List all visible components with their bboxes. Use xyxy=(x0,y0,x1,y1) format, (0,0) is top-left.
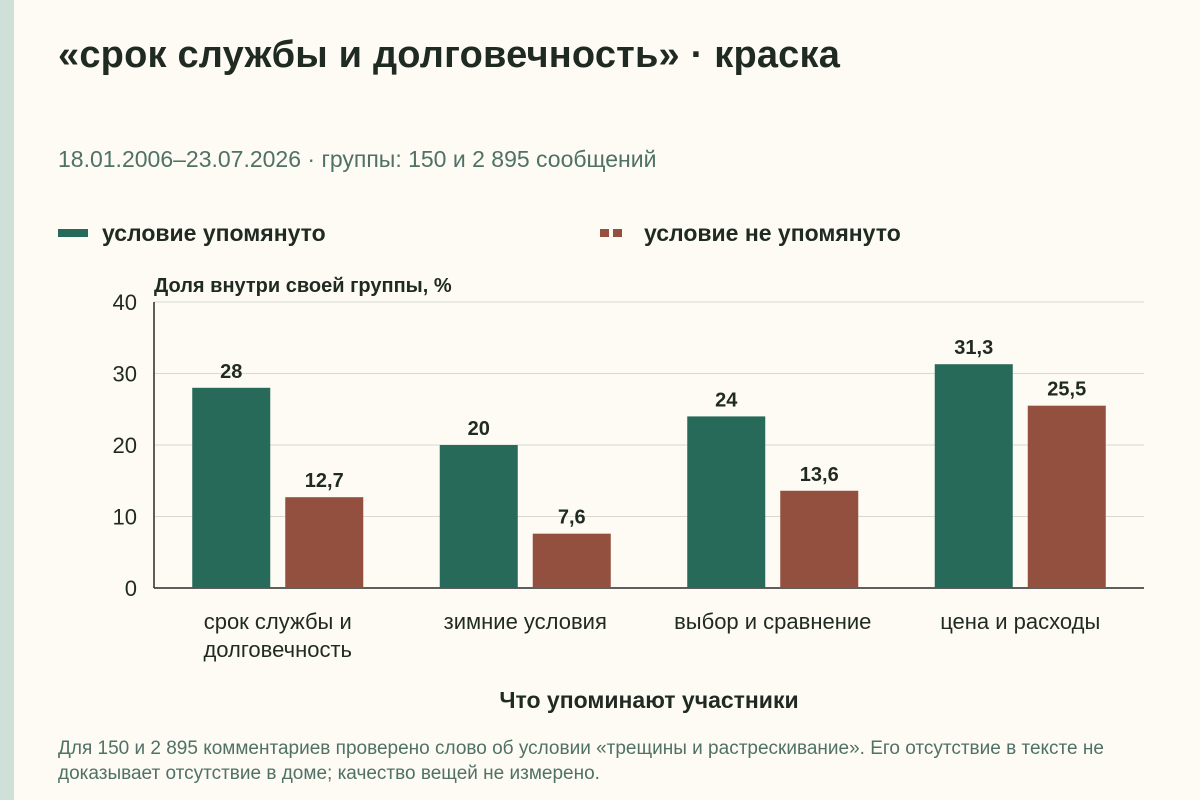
x-axis-title: Что упоминают участники xyxy=(499,687,798,713)
bar-not-mentioned xyxy=(1027,405,1106,588)
bar-mentioned xyxy=(439,445,518,588)
bar-mentioned xyxy=(934,364,1013,588)
bar-mentioned xyxy=(192,387,271,588)
y-tick-label: 0 xyxy=(125,576,137,601)
x-tick-label: цена и расходы xyxy=(940,609,1100,634)
bar-value-label: 31,3 xyxy=(954,337,993,359)
bar-value-label: 7,6 xyxy=(558,507,586,529)
x-tick-label: срок службы и xyxy=(204,609,352,634)
bar-not-mentioned xyxy=(532,533,611,588)
x-tick-label: выбор и сравнение xyxy=(674,609,871,634)
bar-value-label: 12,7 xyxy=(305,470,344,492)
legend-label-mentioned: условие упомянуто xyxy=(102,219,326,246)
x-tick-label: зимние условия xyxy=(444,609,607,634)
bar-value-label: 20 xyxy=(468,418,490,440)
left-accent-strip xyxy=(0,0,14,800)
chart-title: «срок службы и долговечность» · краска xyxy=(58,34,841,76)
y-tick-label: 30 xyxy=(113,362,137,387)
chart-subtitle: 18.01.2006–23.07.2026 · группы: 150 и 2 … xyxy=(58,146,657,172)
bar-not-mentioned xyxy=(285,497,364,588)
legend-swatch-not-mentioned xyxy=(600,229,630,237)
bar-value-label: 24 xyxy=(715,389,738,411)
y-tick-label: 40 xyxy=(113,290,137,315)
legend-item-mentioned: условие упомянуто xyxy=(58,218,326,248)
legend-label-not-mentioned: условие не упомянуто xyxy=(644,219,901,246)
bar-mentioned xyxy=(687,416,766,588)
y-tick-label: 10 xyxy=(113,505,137,530)
legend-item-not-mentioned: условие не упомянуто xyxy=(600,218,901,248)
legend-swatch-mentioned xyxy=(58,229,88,237)
bar-value-label: 13,6 xyxy=(800,464,839,486)
footnote: Для 150 и 2 895 комментариев проверено с… xyxy=(58,738,1104,784)
x-tick-label: долговечность xyxy=(203,637,352,662)
bar-not-mentioned xyxy=(780,490,859,588)
bar-value-label: 25,5 xyxy=(1047,379,1086,401)
y-tick-label: 20 xyxy=(113,433,137,458)
bar-value-label: 28 xyxy=(220,361,242,383)
y-axis-title: Доля внутри своей группы, % xyxy=(154,275,452,297)
